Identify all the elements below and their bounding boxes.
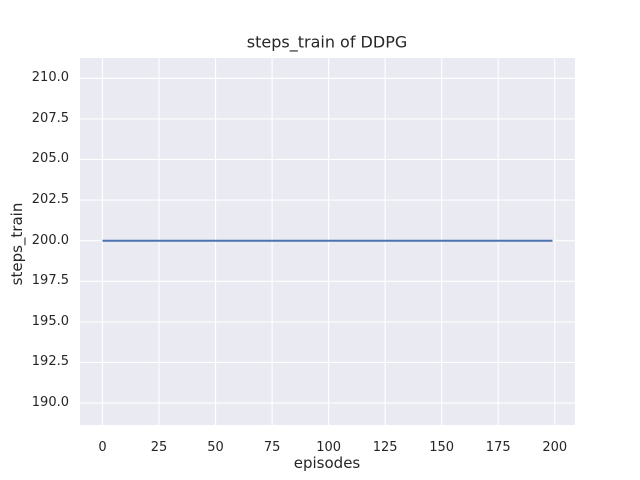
plot-area: [80, 58, 575, 425]
y-tick-label: 207.5: [31, 110, 69, 126]
chart-title: steps_train of DDPG: [246, 32, 408, 52]
x-tick-label: 125: [372, 440, 398, 455]
y-tick-label: 205.0: [31, 151, 69, 167]
plot-canvas: [80, 58, 575, 425]
x-tick-label: 175: [485, 440, 511, 455]
y-tick-label: 210.0: [31, 70, 69, 86]
x-tick-label: 25: [150, 440, 168, 455]
x-tick-label: 100: [316, 440, 342, 455]
y-tick-label: 195.0: [31, 313, 69, 329]
y-tick-label: 202.5: [31, 192, 69, 208]
y-tick-label: 192.5: [31, 354, 69, 370]
x-tick-label: 200: [542, 440, 568, 455]
x-tick-label: 75: [263, 440, 281, 455]
x-tick-label: 150: [429, 440, 455, 455]
y-tick-label: 197.5: [31, 273, 69, 289]
x-tick-label: 0: [98, 440, 107, 455]
x-tick-label: 50: [207, 440, 224, 455]
y-tick-label: 190.0: [31, 395, 69, 411]
x-axis-label: episodes: [293, 454, 361, 472]
y-tick-label: 200.0: [31, 232, 69, 248]
